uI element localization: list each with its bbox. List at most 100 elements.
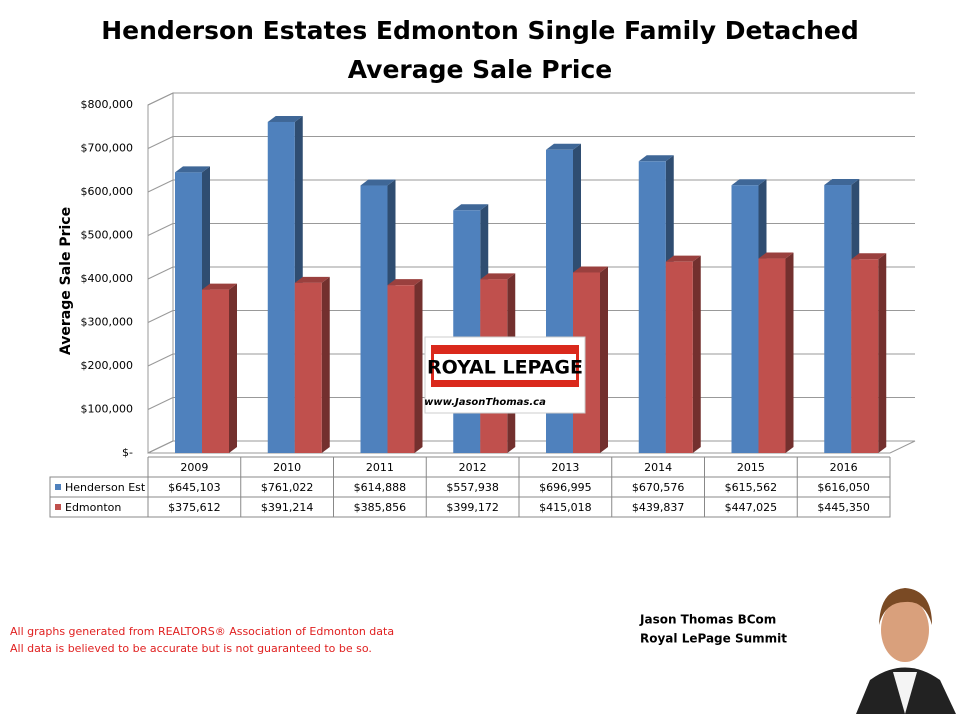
footnote: All data is believed to be accurate but …	[10, 642, 372, 655]
bar	[387, 285, 415, 453]
logo: ROYAL LEPAGE www.JasonThomas.ca	[424, 336, 586, 414]
x-tick-label: 2010	[273, 461, 301, 474]
bar-top	[387, 279, 423, 286]
bar	[175, 172, 202, 453]
grid-line-side	[147, 92, 174, 106]
bar	[731, 185, 759, 453]
bar-top	[758, 252, 794, 259]
bar-side	[878, 253, 887, 453]
x-tick-label: 2012	[459, 461, 487, 474]
bar-side	[414, 279, 423, 453]
x-tick-label: 2013	[551, 461, 579, 474]
bar-side	[600, 266, 608, 453]
grid-line-side	[147, 440, 174, 454]
table-cell: $439,837	[632, 501, 685, 514]
grid-line-side	[147, 266, 174, 280]
chart-subtitle: Average Sale Price	[348, 55, 613, 84]
table-cell: $761,022	[261, 481, 314, 494]
grid-line-side	[147, 223, 174, 236]
table-cell: $557,938	[446, 481, 499, 494]
bar-top	[851, 253, 887, 260]
bar-top	[665, 255, 701, 262]
bar-top	[202, 283, 237, 290]
floor	[147, 440, 916, 454]
bar-top	[824, 179, 860, 186]
bar	[453, 210, 481, 453]
x-tick-label: 2015	[737, 461, 765, 474]
grid-line-side	[147, 397, 174, 410]
grid-line-side	[147, 353, 174, 367]
chart-title: Henderson Estates Edmonton Single Family…	[101, 16, 858, 45]
bar-top	[267, 115, 303, 122]
table-cell: $385,856	[354, 501, 407, 514]
y-tick-label: $200,000	[81, 359, 134, 372]
table-cell: $645,103	[168, 481, 221, 494]
table-cell: $616,050	[817, 481, 870, 494]
photo-face	[881, 598, 929, 662]
logo-brand: ROYAL LEPAGE	[427, 357, 583, 379]
x-tick-label: 2014	[644, 461, 672, 474]
grid-line-side	[147, 179, 174, 193]
bar	[638, 161, 666, 453]
bar	[294, 282, 322, 453]
bar	[665, 261, 693, 453]
table-cell: $615,562	[725, 481, 778, 494]
bar-top	[453, 204, 489, 211]
grid-line-side	[147, 136, 174, 149]
table-cell: $614,888	[354, 481, 407, 494]
bar-top	[360, 179, 396, 186]
bar-side	[692, 255, 701, 453]
logo-band	[434, 354, 576, 380]
y-tick-label: $100,000	[81, 403, 134, 416]
legend-key	[55, 504, 61, 510]
photo-hair	[879, 588, 932, 625]
bar-top	[638, 155, 674, 162]
bar-top	[294, 276, 330, 283]
table-cell: $670,576	[632, 481, 685, 494]
y-tick-label: $800,000	[81, 98, 134, 111]
bar	[360, 185, 388, 453]
bar	[758, 258, 786, 453]
author-photo	[856, 580, 956, 714]
bar	[851, 259, 879, 453]
legend-label: Henderson Est	[65, 481, 146, 494]
photo-shirt	[893, 672, 917, 714]
table-cell: $696,995	[539, 481, 592, 494]
x-tick-label: 2011	[366, 461, 394, 474]
bar	[202, 289, 229, 453]
bar-top	[731, 179, 767, 186]
table-cell: $375,612	[168, 501, 221, 514]
table-cell: $415,018	[539, 501, 592, 514]
table-cell: $445,350	[817, 501, 870, 514]
x-tick-label: 2009	[180, 461, 208, 474]
bar-side	[229, 283, 237, 453]
y-tick-label: $300,000	[81, 316, 134, 329]
bar	[267, 121, 295, 453]
author-company: Royal LePage Summit	[640, 632, 787, 646]
legend-key	[55, 484, 61, 490]
legend-label: Edmonton	[65, 501, 121, 514]
bar-top	[480, 273, 516, 280]
bar-top	[546, 143, 581, 150]
x-tick-label: 2016	[830, 461, 858, 474]
bar	[824, 185, 852, 453]
y-tick-label: $700,000	[81, 142, 134, 155]
y-tick-label: $400,000	[81, 272, 134, 285]
y-axis-label: Average Sale Price	[58, 207, 74, 355]
bar-side	[321, 276, 330, 453]
y-tick-label: $-	[122, 446, 133, 459]
author-name: Jason Thomas BCom	[639, 613, 776, 627]
bar-side	[785, 252, 794, 453]
logo-url: www.JasonThomas.ca	[424, 397, 546, 408]
y-tick-label: $500,000	[81, 229, 134, 242]
table-cell: $391,214	[261, 501, 314, 514]
footnote: All graphs generated from REALTORS® Asso…	[10, 625, 394, 638]
y-tick-label: $600,000	[81, 185, 134, 198]
bar-top	[175, 166, 210, 173]
plot-area: $- $100,000 $200,000 $300,000 $400,000 $500,0…	[81, 92, 916, 459]
bar-top	[573, 266, 608, 273]
table-cell: $447,025	[725, 501, 778, 514]
grid-line-side	[147, 310, 174, 323]
table-cell: $399,172	[446, 501, 499, 514]
